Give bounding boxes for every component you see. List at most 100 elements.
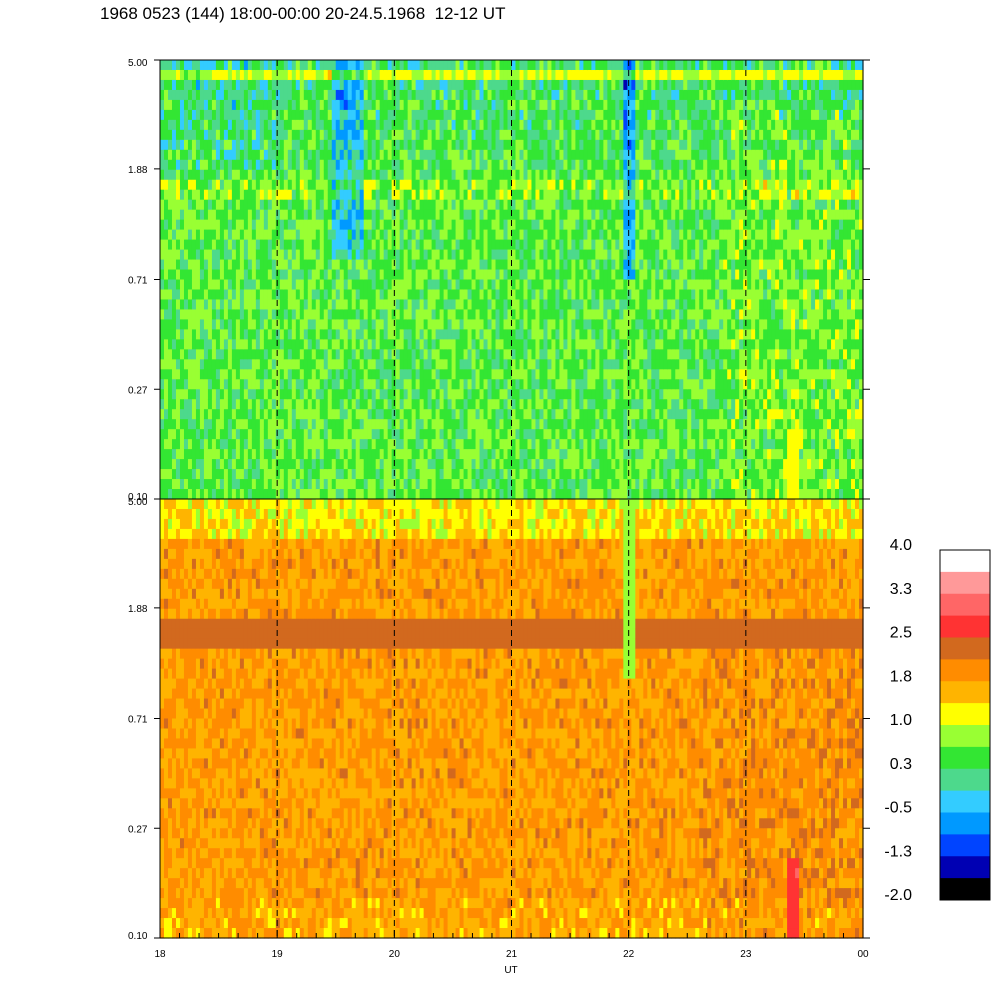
upper-cell [283, 219, 289, 231]
upper-cell [315, 439, 321, 450]
upper-cell [571, 399, 576, 410]
upper-cell [231, 369, 237, 380]
upper-cell [375, 119, 381, 131]
upper-cell [515, 299, 521, 311]
upper-cell [559, 379, 565, 390]
upper-cell [291, 109, 297, 121]
upper-cell [179, 269, 185, 281]
upper-cell [507, 359, 513, 370]
upper-cell [383, 369, 389, 380]
upper-cell [267, 60, 273, 71]
upper-cell [183, 129, 189, 141]
upper-cell [239, 109, 245, 121]
upper-cell [247, 359, 253, 370]
upper-cell [375, 299, 381, 311]
upper-cell [179, 419, 185, 430]
upper-cell [499, 69, 505, 81]
upper-cell [179, 309, 185, 321]
upper-cell [495, 189, 501, 201]
upper-cell [575, 359, 580, 370]
upper-cell [331, 419, 337, 430]
upper-cell [495, 319, 501, 330]
upper-cell [515, 349, 521, 360]
upper-cell [459, 89, 465, 101]
upper-cell [211, 289, 217, 301]
upper-cell [279, 479, 285, 490]
upper-cell [455, 99, 461, 111]
upper-cell [383, 439, 389, 450]
upper-cell [555, 369, 561, 380]
upper-cell [483, 339, 489, 350]
upper-cell [423, 309, 429, 321]
upper-cell [603, 239, 608, 251]
upper-cell [179, 399, 185, 410]
upper-cell [339, 359, 345, 370]
upper-cell [599, 299, 604, 311]
upper-cell [211, 299, 217, 311]
upper-cell [167, 199, 173, 211]
upper-cell [419, 229, 425, 241]
upper-cell [435, 249, 441, 261]
upper-cell [515, 179, 521, 191]
upper-cell [607, 79, 612, 91]
upper-cell [451, 219, 457, 231]
upper-cell [331, 469, 337, 480]
upper-cell [467, 379, 473, 390]
upper-cell [455, 169, 461, 181]
upper-cell [327, 389, 333, 400]
upper-cell [583, 349, 588, 360]
upper-cell [259, 389, 265, 400]
upper-cell [595, 99, 600, 111]
upper-cell [315, 199, 321, 211]
upper-cell [375, 399, 381, 410]
upper-cell [251, 189, 257, 201]
upper-cell [315, 169, 321, 181]
upper-cell [335, 179, 341, 191]
upper-cell [431, 149, 437, 161]
upper-cell [167, 259, 173, 271]
upper-cell [579, 329, 584, 340]
upper-cell [435, 359, 441, 370]
upper-cell [611, 60, 616, 71]
upper-cell [591, 479, 596, 490]
upper-cell [407, 69, 413, 81]
upper-cell [499, 179, 505, 191]
upper-cell [591, 219, 596, 231]
upper-cell [499, 119, 505, 131]
upper-cell [463, 469, 469, 480]
upper-cell [267, 409, 273, 420]
upper-cell [503, 249, 509, 261]
upper-cell [591, 89, 596, 101]
upper-cell [447, 419, 453, 430]
upper-cell [591, 209, 596, 221]
upper-cell [475, 289, 481, 301]
upper-cell [587, 309, 592, 321]
upper-cell [307, 259, 313, 271]
upper-cell [371, 339, 377, 350]
upper-cell [319, 119, 325, 131]
upper-cell [347, 199, 353, 211]
upper-cell [571, 269, 576, 281]
upper-cell [415, 469, 421, 480]
upper-cell [255, 419, 261, 430]
upper-cell [203, 289, 209, 301]
upper-cell [499, 79, 505, 91]
upper-cell [555, 429, 561, 440]
upper-cell [511, 309, 517, 321]
upper-cell [183, 479, 189, 490]
upper-cell [463, 169, 469, 181]
upper-cell [435, 439, 441, 450]
upper-cell [595, 259, 600, 271]
upper-cell [339, 239, 345, 251]
upper-cell [459, 249, 465, 261]
upper-cell [427, 309, 433, 321]
upper-cell [327, 379, 333, 390]
upper-cell [483, 239, 489, 251]
upper-cell [595, 489, 600, 500]
upper-cell [459, 149, 465, 161]
upper-cell [431, 199, 437, 211]
upper-cell [283, 89, 289, 101]
upper-cell [160, 99, 165, 111]
upper-cell [171, 439, 177, 450]
upper-cell [279, 379, 285, 390]
